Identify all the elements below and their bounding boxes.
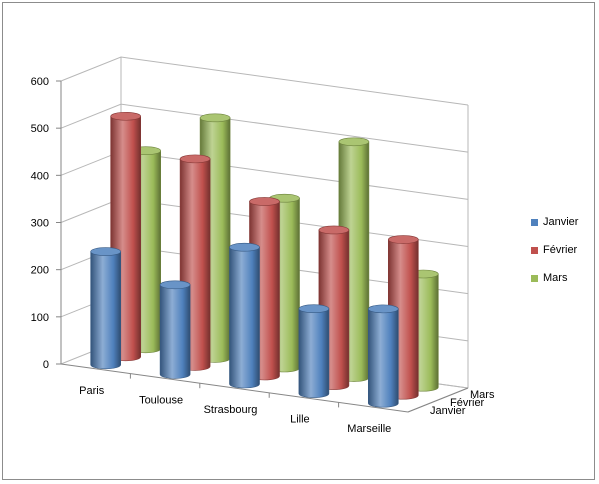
y-tick-label: 400: [31, 170, 49, 182]
bar-janvier-strasbourg: [229, 242, 260, 389]
chart-legend: Janvier Février Mars: [531, 208, 578, 292]
depth-axis-line: [407, 387, 469, 413]
gridline: [60, 56, 469, 106]
category-label: Marseille: [347, 423, 391, 435]
legend-label-fevrier: Février: [543, 244, 578, 256]
category-label: Paris: [79, 385, 105, 397]
depth-label: Mars: [470, 389, 495, 401]
depth-label: Janvier: [430, 405, 466, 417]
bar-janvier-paris: [90, 247, 121, 370]
y-tick-label: 500: [31, 123, 49, 135]
bar-janvier-toulouse: [159, 280, 191, 379]
legend-item-mars: Mars: [531, 264, 578, 292]
depth-label: Février: [450, 397, 485, 409]
y-tick-label: 600: [31, 76, 49, 88]
legend-swatch-janvier: [531, 218, 538, 226]
x-axis-line: [60, 363, 409, 413]
category-label: Strasbourg: [204, 404, 258, 416]
y-tick-label: 100: [31, 312, 49, 324]
legend-item-fevrier: Février: [531, 236, 578, 264]
y-tick-label: 300: [31, 218, 49, 230]
legend-swatch-fevrier: [531, 246, 538, 254]
y-tick-label: 200: [31, 265, 49, 277]
category-label: Lille: [290, 414, 310, 426]
bar-janvier-marseille: [367, 304, 399, 408]
legend-label-janvier: Janvier: [543, 216, 579, 228]
y-tick-label: 0: [43, 359, 49, 371]
legend-item-janvier: Janvier: [531, 208, 578, 236]
legend-swatch-mars: [531, 274, 538, 282]
legend-label-mars: Mars: [543, 272, 568, 284]
category-label: Toulouse: [139, 394, 183, 406]
bar-janvier-lille: [298, 304, 330, 398]
